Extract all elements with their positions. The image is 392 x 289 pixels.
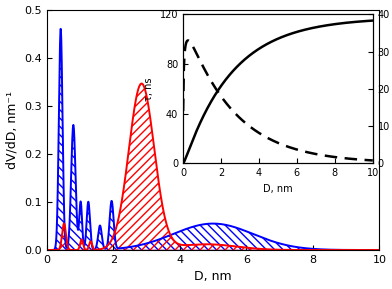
X-axis label: D, nm: D, nm bbox=[194, 271, 232, 284]
Y-axis label: dV/dD, nm⁻¹: dV/dD, nm⁻¹ bbox=[5, 91, 18, 169]
